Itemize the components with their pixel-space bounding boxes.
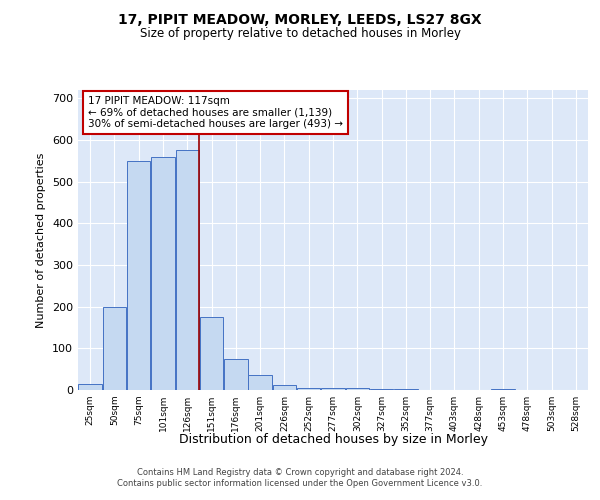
Text: 17 PIPIT MEADOW: 117sqm
← 69% of detached houses are smaller (1,139)
30% of semi: 17 PIPIT MEADOW: 117sqm ← 69% of detache… [88,96,343,129]
Bar [151,156,175,390]
Bar [297,388,320,390]
Bar [127,161,151,390]
Bar [370,389,394,390]
Bar [224,359,248,390]
Text: Distribution of detached houses by size in Morley: Distribution of detached houses by size … [179,432,488,446]
Bar [272,385,296,390]
Bar [79,384,102,390]
Bar [248,376,272,390]
Bar [491,389,515,390]
Text: Size of property relative to detached houses in Morley: Size of property relative to detached ho… [139,28,461,40]
Bar [200,317,223,390]
Bar [346,388,369,390]
Text: Contains HM Land Registry data © Crown copyright and database right 2024.
Contai: Contains HM Land Registry data © Crown c… [118,468,482,487]
Bar [321,388,345,390]
Bar [103,306,126,390]
Y-axis label: Number of detached properties: Number of detached properties [37,152,46,328]
Bar [176,150,199,390]
Text: 17, PIPIT MEADOW, MORLEY, LEEDS, LS27 8GX: 17, PIPIT MEADOW, MORLEY, LEEDS, LS27 8G… [118,12,482,26]
Bar [394,389,418,390]
